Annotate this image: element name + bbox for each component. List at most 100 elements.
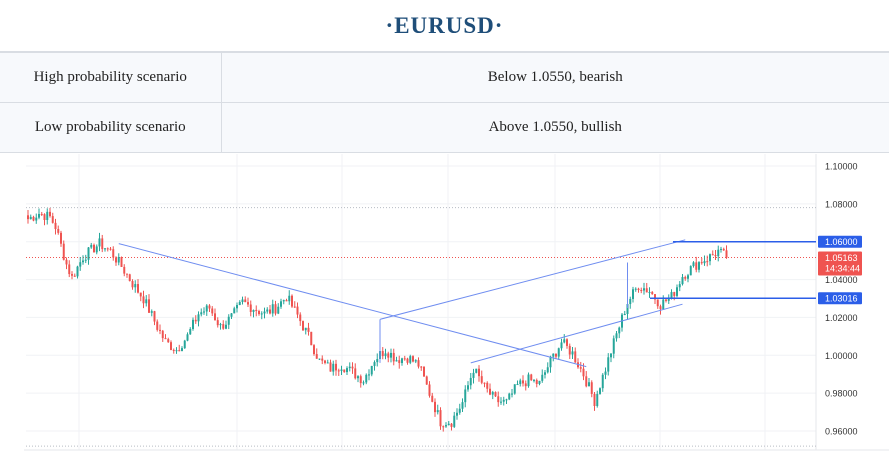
y-tick-label: 0.98000: [825, 389, 858, 399]
title-bar: ·EURUSD·: [0, 0, 889, 52]
candle-body: [711, 254, 714, 256]
candle-body: [354, 368, 357, 379]
candle-body: [667, 297, 670, 301]
candle-body: [219, 324, 222, 326]
candle-body: [359, 376, 362, 384]
candle-body: [293, 306, 296, 308]
candle-body: [244, 299, 247, 303]
candle-body: [205, 305, 208, 312]
candle-body: [615, 333, 618, 339]
candle-body: [585, 376, 588, 387]
candle-body: [181, 348, 183, 351]
candle-body: [216, 320, 219, 326]
candle-body: [362, 382, 365, 384]
candle-body: [93, 244, 95, 253]
candle-body: [390, 352, 392, 358]
candle-body: [299, 314, 302, 322]
candle-body: [211, 308, 214, 314]
candle-body: [428, 384, 431, 396]
candle-body: [689, 266, 692, 276]
price-chart: 1.10000 1.08000 1.06000 1.04000 1.02000 1.000…: [24, 154, 889, 451]
candle-body: [98, 238, 101, 247]
candle-body: [464, 389, 467, 403]
candle-body: [148, 299, 150, 313]
candle-body: [260, 313, 263, 315]
candle-body: [384, 353, 387, 357]
candle-body: [178, 350, 181, 352]
candle-body: [417, 360, 420, 367]
candle-body: [692, 262, 695, 267]
candle-body: [662, 299, 665, 310]
candle-body: [236, 305, 238, 309]
candle-body: [68, 264, 71, 275]
candle-body: [725, 250, 728, 258]
scenario-value: Above 1.0550, bullish: [221, 102, 889, 153]
candle-body: [35, 217, 38, 221]
candle-body: [192, 319, 194, 330]
candle-body: [109, 248, 112, 250]
candle-body: [101, 238, 104, 250]
candle-body: [555, 353, 557, 357]
candle-body: [478, 368, 480, 377]
page-title: ·EURUSD·: [385, 12, 504, 38]
candle-body: [706, 261, 709, 263]
candle-body: [420, 366, 423, 368]
candle-body: [670, 292, 673, 298]
trendline: [118, 243, 587, 368]
candle-body: [321, 358, 324, 361]
candle-body: [458, 408, 461, 413]
trendline: [470, 303, 683, 364]
candle-body: [348, 366, 351, 369]
candle-body: [634, 288, 637, 290]
candle-body: [409, 356, 412, 363]
candle-body: [566, 339, 568, 346]
candle-body: [590, 382, 593, 394]
candle-body: [623, 313, 626, 315]
candle-body: [401, 358, 403, 364]
candle-body: [194, 319, 197, 322]
candle-body: [76, 266, 79, 277]
candle-body: [436, 410, 439, 413]
candle-body: [252, 309, 255, 312]
candle-body: [684, 277, 687, 279]
candle-body: [368, 374, 370, 376]
candle-body: [87, 247, 90, 260]
candle-body: [535, 380, 538, 384]
candle-body: [285, 300, 288, 302]
candle-body: [502, 399, 505, 402]
candle-body: [722, 248, 725, 251]
candle-body: [370, 365, 373, 375]
candle-body: [549, 356, 552, 368]
candle-body: [546, 367, 549, 373]
candle-body: [161, 330, 164, 339]
candle-body: [227, 316, 230, 325]
candle-body: [38, 213, 40, 218]
candle-body: [142, 296, 145, 304]
table-row: High probability scenario Below 1.0550, …: [0, 52, 889, 103]
candle-body: [189, 329, 192, 335]
scenario-value: Below 1.0550, bearish: [221, 52, 889, 103]
candle-body: [288, 295, 291, 302]
candle-body: [134, 284, 137, 288]
candle-body: [508, 393, 511, 400]
candle-body: [574, 351, 577, 363]
candle-body: [238, 301, 241, 306]
candle-body: [307, 327, 310, 332]
candle-body: [296, 306, 299, 315]
candle-body: [150, 311, 153, 313]
candle-body: [376, 359, 379, 363]
candle-body: [84, 259, 87, 261]
candle-body: [453, 415, 456, 427]
candle-body: [568, 345, 571, 355]
candle-body: [456, 412, 458, 416]
candle-body: [172, 349, 175, 351]
candle-body: [90, 244, 93, 248]
candle-body: [593, 393, 596, 406]
candle-body: [714, 255, 717, 257]
candle-body: [65, 259, 68, 265]
candle-body: [552, 353, 555, 357]
candle-body: [541, 374, 544, 381]
level-label: 1.03016: [825, 294, 858, 304]
candle-body: [434, 401, 436, 413]
candle-body: [599, 388, 601, 394]
